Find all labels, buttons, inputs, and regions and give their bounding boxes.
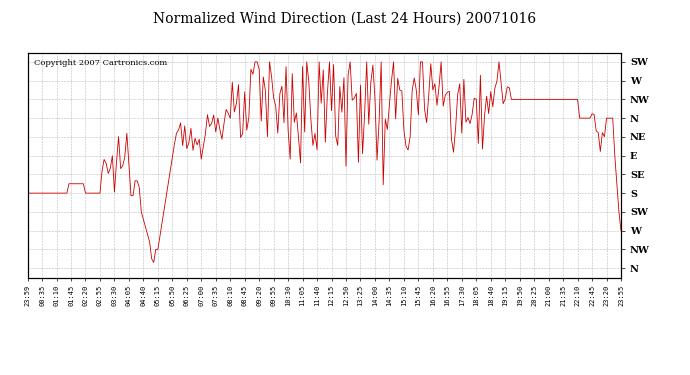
Text: Normalized Wind Direction (Last 24 Hours) 20071016: Normalized Wind Direction (Last 24 Hours… — [153, 11, 537, 25]
Text: Copyright 2007 Cartronics.com: Copyright 2007 Cartronics.com — [34, 59, 167, 67]
